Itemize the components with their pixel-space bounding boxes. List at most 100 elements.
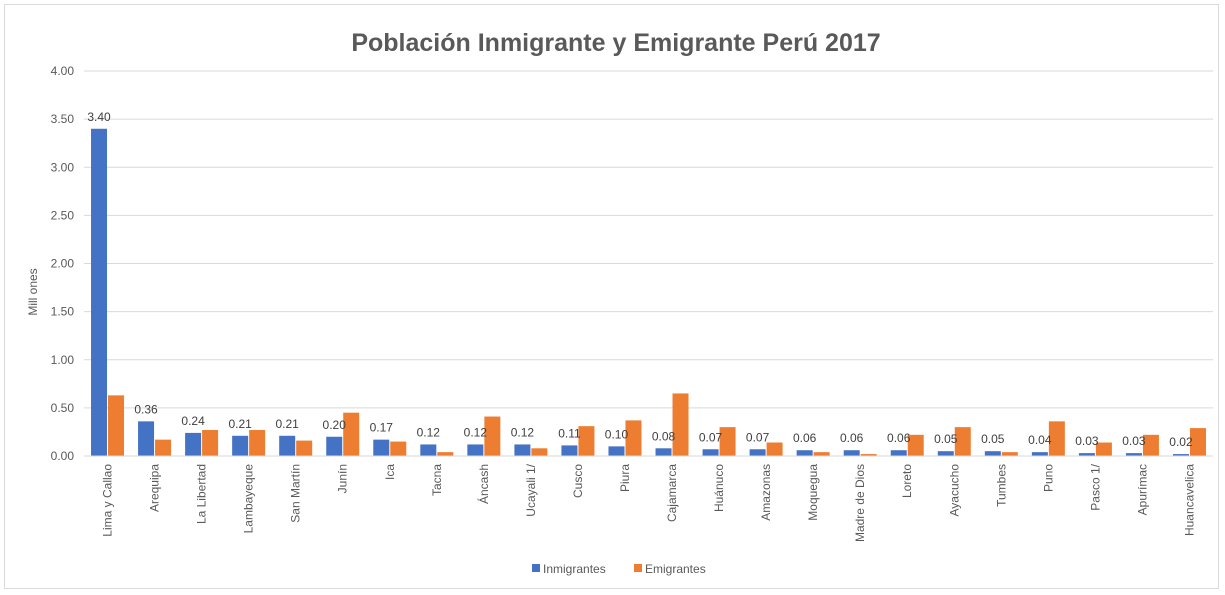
x-category-label: Puno — [1041, 464, 1055, 492]
y-tick-label: 1.00 — [51, 353, 75, 367]
y-axis-tick-labels: 0.00 0.50 1.00 1.50 2.00 2.50 3.00 3.50 4.00 — [51, 64, 75, 463]
y-tick-label: 3.00 — [51, 160, 75, 174]
y-tick-label: 3.50 — [51, 112, 75, 126]
legend: Inmigrantes Emigrantes — [532, 562, 706, 576]
bar-inmigrantes — [91, 128, 108, 456]
data-label: 0.21 — [228, 417, 252, 431]
data-label: 0.05 — [981, 432, 1005, 446]
x-category-label: Moquegua — [806, 464, 820, 521]
data-label: 0.02 — [1169, 435, 1193, 449]
data-label: 0.12 — [464, 425, 488, 439]
bar-emigrantes — [1048, 421, 1065, 456]
data-label: 0.06 — [840, 431, 864, 445]
bar-emigrantes — [1095, 442, 1112, 456]
bar-emigrantes — [390, 441, 407, 456]
data-label: 0.24 — [181, 414, 205, 428]
bar-inmigrantes — [1078, 453, 1095, 456]
x-category-label: La Libertad — [195, 464, 209, 524]
data-label: 0.17 — [370, 421, 394, 435]
bar-inmigrantes — [232, 435, 249, 456]
x-category-label: Junín — [336, 464, 350, 493]
bar-inmigrantes — [326, 436, 343, 456]
bar-inmigrantes — [514, 444, 531, 456]
y-tick-label: 0.00 — [51, 449, 75, 463]
data-label: 0.12 — [417, 425, 441, 439]
bar-inmigrantes — [138, 421, 155, 456]
data-label: 0.06 — [887, 431, 911, 445]
bar-emigrantes — [813, 452, 830, 456]
bar-inmigrantes — [1125, 453, 1142, 456]
data-label: 0.03 — [1075, 434, 1099, 448]
bar-inmigrantes — [890, 450, 907, 456]
bar-inmigrantes — [655, 448, 672, 456]
bar-emigrantes — [108, 395, 125, 456]
bar-emigrantes — [484, 416, 501, 456]
bar-emigrantes — [1001, 452, 1018, 456]
legend-label: Inmigrantes — [543, 562, 606, 576]
bar-emigrantes — [907, 434, 924, 456]
data-label: 3.40 — [87, 110, 111, 124]
x-category-label: Madre de Dios — [853, 464, 867, 542]
data-label: 0.11 — [558, 426, 581, 440]
bar-emigrantes — [249, 430, 266, 456]
data-label: 0.03 — [1122, 434, 1146, 448]
bar-emigrantes — [437, 452, 454, 456]
bar-emigrantes — [202, 430, 219, 456]
bar-inmigrantes — [373, 439, 390, 456]
y-tick-label: 2.50 — [51, 208, 75, 222]
x-category-label: Ucayali 1/ — [524, 463, 538, 516]
bar-emigrantes — [578, 426, 595, 456]
bar-inmigrantes — [796, 450, 813, 456]
bar-emigrantes — [625, 420, 642, 456]
x-category-label: Ica — [383, 464, 397, 480]
bar-inmigrantes — [608, 446, 625, 456]
data-label: 0.12 — [511, 425, 535, 439]
bar-inmigrantes — [1031, 452, 1048, 456]
y-tick-label: 0.50 — [51, 401, 75, 415]
chart-svg: Población Inmigrante y Emigrante Perú 20… — [26, 29, 1213, 576]
bar-inmigrantes — [467, 444, 484, 456]
x-category-label: Pasco 1/ — [1088, 463, 1102, 510]
x-category-label: Arequipa — [148, 464, 162, 512]
legend-swatch — [532, 564, 540, 572]
x-category-label: Lambayeque — [242, 464, 256, 534]
data-label: 0.20 — [323, 418, 347, 432]
y-tick-label: 1.50 — [51, 305, 75, 319]
x-category-label: Cajamarca — [665, 464, 679, 522]
bar-emigrantes — [766, 442, 783, 456]
bar-inmigrantes — [702, 449, 719, 456]
x-category-label: Loreto — [900, 464, 914, 498]
chart-title: Población Inmigrante y Emigrante Perú 20… — [351, 29, 880, 57]
bar-emigrantes — [531, 448, 548, 456]
data-labels: 3.40 0.36 0.24 0.21 0.21 0.20 0.17 0.12 0.12 0.12… — [87, 110, 1193, 449]
x-axis-category-labels: Lima y Callao Arequipa La Libertad Lambayeq… — [101, 463, 1197, 542]
bar-inmigrantes — [749, 449, 766, 456]
legend-label: Emigrantes — [645, 562, 706, 576]
bar-inmigrantes — [420, 444, 437, 456]
x-category-label: Ayacucho — [947, 464, 961, 517]
bar-emigrantes — [672, 393, 689, 456]
bar-emigrantes — [860, 454, 877, 456]
bar-emigrantes — [1142, 434, 1159, 456]
bar-inmigrantes — [1172, 454, 1189, 456]
x-category-label: Huancavelica — [1182, 464, 1196, 536]
x-category-label: Apurímac — [1135, 464, 1149, 515]
x-category-label: Lima y Callao — [101, 464, 115, 537]
y-tick-label: 2.00 — [51, 257, 75, 271]
x-category-label: Tumbes — [994, 464, 1008, 507]
data-label: 0.10 — [605, 427, 629, 441]
bar-emigrantes — [343, 412, 360, 456]
data-label: 0.07 — [699, 430, 723, 444]
bar-emigrantes — [296, 440, 313, 456]
bar-emigrantes — [155, 439, 172, 456]
data-label: 0.07 — [746, 430, 770, 444]
x-category-label: Huánuco — [712, 464, 726, 512]
data-label: 0.04 — [1028, 433, 1052, 447]
data-label: 0.06 — [793, 431, 817, 445]
x-category-label: Amazonas — [759, 464, 773, 521]
x-category-label: Cusco — [571, 464, 585, 498]
data-label: 0.21 — [276, 417, 300, 431]
chart-frame: Población Inmigrante y Emigrante Perú 20… — [4, 4, 1219, 589]
gridlines — [84, 70, 1213, 457]
bar-inmigrantes — [561, 445, 578, 456]
